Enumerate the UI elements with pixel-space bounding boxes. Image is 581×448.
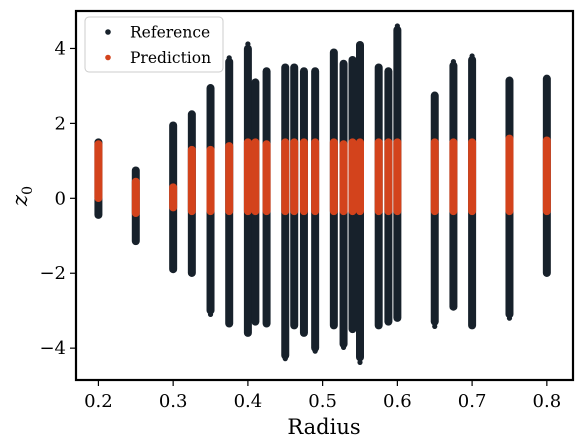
column-prediction-0.375 — [225, 142, 233, 215]
column-prediction-0.528 — [340, 140, 348, 215]
y-tick-label: 4 — [55, 38, 66, 59]
column-prediction-0.41 — [251, 138, 259, 215]
column-prediction-0.475 — [300, 138, 308, 215]
column-prediction-0.6 — [393, 138, 401, 215]
column-prediction-0.55 — [356, 138, 364, 215]
outlier-point — [208, 312, 213, 317]
outlier-point — [341, 345, 346, 350]
outlier-point — [507, 316, 512, 321]
y-axis: −4 −2 0 2 4 — [39, 38, 76, 359]
x-tick-label: 0.7 — [458, 391, 487, 412]
legend-marker-reference — [105, 29, 111, 35]
column-prediction-0.75 — [505, 135, 513, 216]
y-axis-label-subscript: 0 — [20, 186, 36, 195]
outlier-point — [313, 349, 318, 354]
legend: Reference Prediction — [85, 17, 223, 72]
column-prediction-0.25 — [132, 178, 140, 217]
legend-label-prediction: Prediction — [130, 49, 211, 67]
y-axis-label: z0 — [8, 186, 36, 207]
legend-marker-prediction — [105, 55, 111, 61]
outlier-point — [470, 53, 475, 58]
x-tick-label: 0.5 — [308, 391, 337, 412]
column-prediction-0.575 — [375, 138, 383, 215]
y-tick-label: 2 — [55, 113, 66, 134]
x-axis: 0.2 0.3 0.4 0.5 0.6 0.7 0.8 — [84, 380, 561, 412]
column-prediction-0.7 — [468, 138, 476, 215]
outlier-point — [432, 324, 437, 329]
column-prediction-0.515 — [330, 138, 338, 215]
x-axis-label: Radius — [287, 415, 360, 439]
x-tick-label: 0.8 — [533, 391, 562, 412]
y-tick-label: −4 — [39, 338, 66, 359]
column-prediction-0.425 — [263, 140, 271, 215]
x-tick-label: 0.2 — [84, 391, 113, 412]
column-prediction-0.675 — [449, 138, 457, 215]
column-prediction-0.4 — [244, 138, 252, 215]
outlier-point — [283, 356, 288, 361]
outlier-point — [357, 360, 362, 365]
column-prediction-0.588 — [384, 138, 392, 215]
column-prediction-0.45 — [281, 138, 289, 215]
column-prediction-0.3 — [169, 183, 177, 211]
column-prediction-0.462 — [290, 138, 298, 215]
outlier-point — [227, 55, 232, 60]
column-prediction-0.49 — [311, 138, 319, 215]
outlier-point — [451, 59, 456, 64]
legend-label-reference: Reference — [130, 24, 210, 42]
column-prediction-0.65 — [431, 138, 439, 215]
column-prediction-0.8 — [543, 136, 551, 215]
column-prediction-0.2 — [94, 140, 102, 202]
x-tick-label: 0.3 — [159, 391, 188, 412]
outlier-point — [395, 23, 400, 28]
column-prediction-0.54 — [349, 138, 357, 215]
x-tick-label: 0.4 — [234, 391, 263, 412]
y-axis-label-main: z — [8, 194, 32, 207]
column-prediction-0.35 — [207, 146, 215, 215]
y-tick-label: 0 — [55, 188, 66, 209]
y-tick-label: −2 — [39, 263, 66, 284]
column-prediction-0.325 — [188, 146, 196, 215]
x-tick-label: 0.6 — [383, 391, 412, 412]
outlier-point — [245, 41, 250, 46]
